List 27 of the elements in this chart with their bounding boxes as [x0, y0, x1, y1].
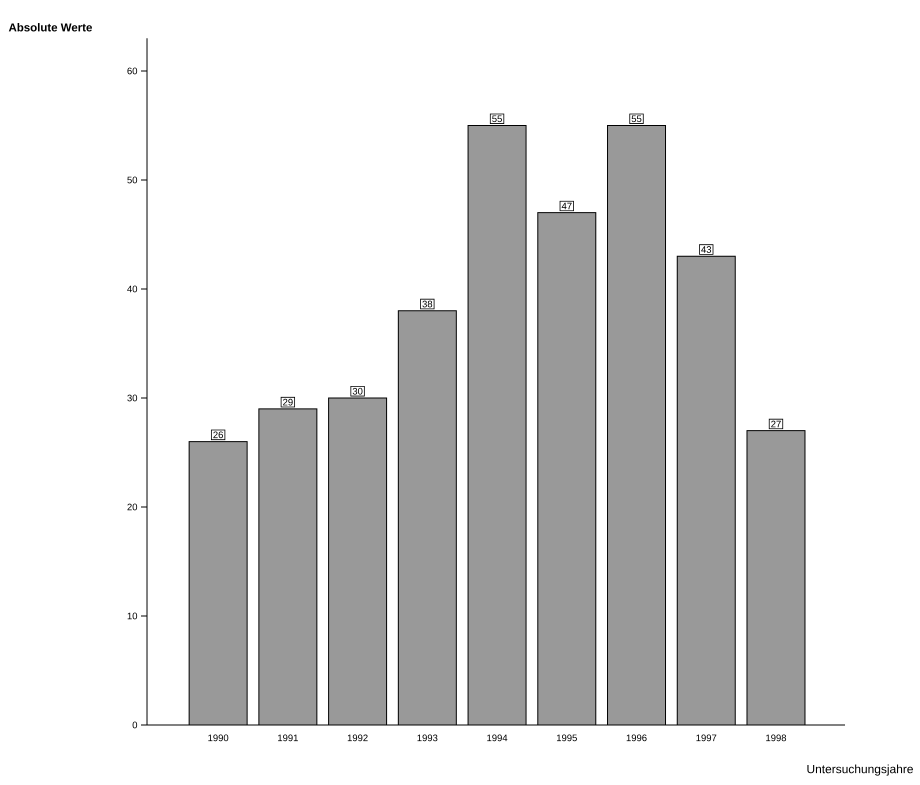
x-tick-label: 1996	[626, 734, 647, 742]
data-label: 30	[352, 388, 362, 395]
data-label: 43	[701, 246, 712, 253]
y-tick-label: 30	[127, 394, 138, 402]
x-axis-title: Untersuchungsjahre	[807, 764, 913, 776]
x-tick-label: 1997	[696, 734, 716, 742]
data-label: 47	[562, 202, 572, 210]
y-axis-title: Absolute Werte	[8, 23, 92, 32]
x-tick-label: 1998	[766, 734, 786, 742]
x-tick-label: 1994	[487, 734, 508, 742]
data-label: 29	[283, 398, 293, 406]
y-tick-label: 10	[128, 612, 138, 620]
x-tick-label: 1993	[418, 734, 438, 742]
y-tick-label: 50	[127, 176, 138, 184]
data-label: 27	[771, 420, 781, 428]
y-tick-label: 20	[127, 504, 138, 510]
data-label: 55	[632, 115, 642, 122]
x-tick-label: 1995	[556, 734, 577, 742]
data-label: 26	[213, 431, 223, 438]
y-tick-label: 60	[127, 68, 138, 74]
x-tick-label: 1992	[348, 734, 368, 742]
y-tick-label: 40	[127, 286, 138, 292]
x-tick-label: 1990	[208, 734, 228, 742]
y-tick-label: 0	[132, 722, 138, 728]
data-label: 38	[422, 300, 432, 308]
data-label: 55	[492, 115, 502, 122]
x-tick-label: 1991	[278, 734, 298, 742]
